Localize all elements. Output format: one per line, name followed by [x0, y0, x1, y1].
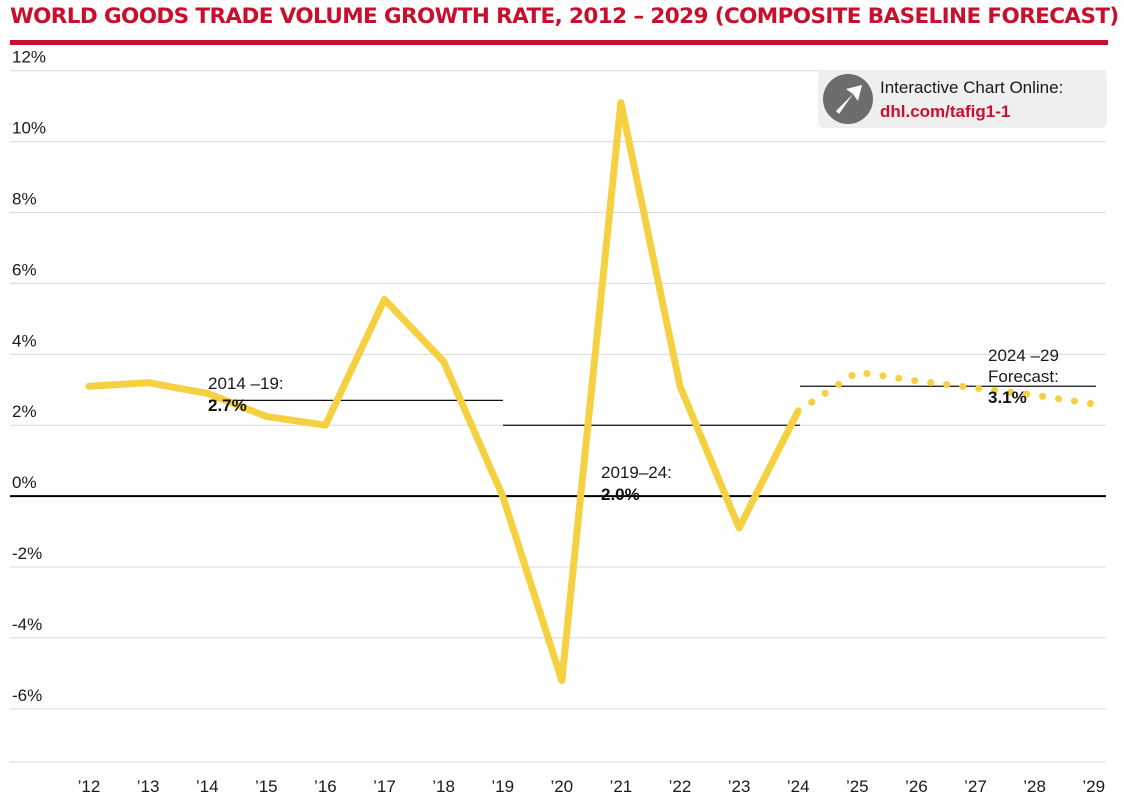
- series-line-historical: [85, 99, 802, 684]
- x-tick-label: ’24: [787, 777, 810, 796]
- y-tick-label: -6%: [12, 686, 42, 705]
- x-axis-ticks: ’12 ’13 ’14 ’15 ’16 ’17 ’18 ’19 ’20 ’21 ’22 ’23 ’24 ’…: [78, 777, 1105, 796]
- average-value: 3.1%: [988, 388, 1027, 407]
- y-tick-label: -2%: [12, 544, 42, 563]
- x-tick-label: ’22: [669, 777, 692, 796]
- gridlines: [10, 70, 1106, 763]
- y-tick-label: 12%: [12, 48, 46, 67]
- x-tick-label: ’15: [255, 777, 278, 796]
- series-line-forecast: [794, 368, 1098, 415]
- x-tick-label: ’18: [432, 777, 455, 796]
- average-label: 2014 –19:: [208, 374, 284, 393]
- x-tick-label: ’13: [137, 777, 160, 796]
- average-value: 2.7%: [208, 396, 247, 415]
- x-tick-label: ’27: [964, 777, 987, 796]
- x-tick-label: ’12: [78, 777, 101, 796]
- x-tick-label: ’19: [491, 777, 514, 796]
- x-tick-label: ’17: [373, 777, 396, 796]
- y-tick-label: 10%: [12, 119, 46, 138]
- average-annotations: 2014 –19: 2.7% 2019–24: 2.0% 2024 –29 Forecas…: [208, 346, 1059, 504]
- x-tick-label: ’25: [846, 777, 869, 796]
- y-tick-label: 8%: [12, 190, 37, 209]
- x-tick-label: ’26: [905, 777, 928, 796]
- interactive-chart-badge[interactable]: Interactive Chart Online: dhl.com/tafig1…: [818, 70, 1107, 128]
- y-tick-label: -4%: [12, 615, 42, 634]
- average-label: 2019–24:: [601, 463, 672, 482]
- average-value: 2.0%: [601, 485, 640, 504]
- y-axis-ticks: 12% 10% 8% 6% 4% 2% 0% -2% -4% -6%: [12, 48, 46, 705]
- x-tick-label: ’20: [550, 777, 573, 796]
- x-tick-label: ’14: [196, 777, 219, 796]
- y-tick-label: 2%: [12, 402, 37, 421]
- x-tick-label: ’16: [314, 777, 337, 796]
- average-label: 2024 –29: [988, 346, 1059, 365]
- chart-title: WORLD GOODS TRADE VOLUME GROWTH RATE, 20…: [10, 4, 1119, 29]
- badge-text: Interactive Chart Online:: [880, 78, 1064, 97]
- series-lines: [85, 99, 1098, 684]
- title-underline: [10, 40, 1108, 45]
- y-tick-label: 4%: [12, 331, 37, 350]
- x-tick-label: ’29: [1082, 777, 1105, 796]
- y-tick-label: 6%: [12, 260, 37, 279]
- x-tick-label: ’28: [1023, 777, 1046, 796]
- arrow-icon: [823, 74, 873, 124]
- x-tick-label: ’21: [610, 777, 633, 796]
- badge-link[interactable]: dhl.com/tafig1-1: [880, 102, 1011, 121]
- average-label: Forecast:: [988, 367, 1059, 386]
- y-tick-label: 0%: [12, 473, 37, 492]
- x-tick-label: ’23: [728, 777, 751, 796]
